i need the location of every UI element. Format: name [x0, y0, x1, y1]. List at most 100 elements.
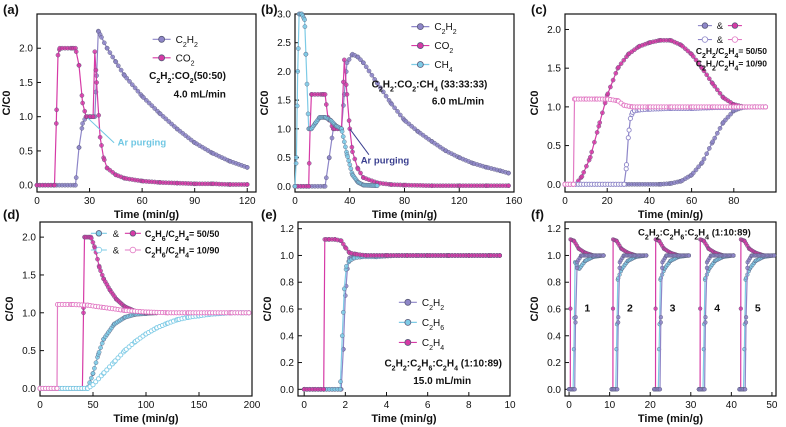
data-point [340, 241, 346, 247]
data-point [322, 92, 328, 97]
legend: C2H2 CO2 CH4 [411, 22, 457, 74]
data-point [107, 50, 113, 55]
x-tick-label: 40 [344, 196, 356, 207]
x-tick-label: 80 [399, 196, 411, 207]
x-tick-label: 200 [244, 400, 261, 411]
ratio-label: C2H2/C2H4= 50/50 [696, 46, 767, 60]
data-point [102, 157, 107, 163]
flow-label: 6.0 mL/min [432, 97, 484, 108]
x-tick-label: 60 [137, 196, 149, 207]
data-point [98, 345, 103, 351]
data-point [621, 57, 627, 63]
legend-label: CH4 [434, 60, 452, 74]
data-point [244, 182, 250, 187]
data-point [52, 182, 57, 188]
data-point [389, 101, 395, 107]
data-point [339, 333, 345, 339]
y-tick-label: 0.5 [277, 153, 291, 164]
condition-label: C2H2:CO2:CH4 (33:33:33) [372, 79, 488, 93]
legend-label: C2H6 [422, 318, 444, 332]
y-tick-label: 2.0 [22, 233, 36, 244]
data-point [97, 134, 103, 140]
data-point [693, 167, 699, 173]
x-tick-label: 90 [189, 196, 201, 207]
data-point [616, 64, 621, 70]
y-tick-label: 2.0 [277, 67, 291, 78]
data-point [350, 149, 355, 155]
x-tick-label: 0 [34, 196, 40, 207]
data-point [710, 139, 716, 144]
data-point [616, 320, 621, 325]
data-point [116, 63, 121, 69]
data-point [745, 265, 750, 270]
data-point [355, 166, 361, 172]
ratio-label: C2H2/C2H4= 10/90 [696, 59, 767, 73]
data-point [95, 256, 100, 262]
data-point [589, 149, 595, 155]
data-point [592, 139, 597, 145]
data-point [657, 387, 663, 392]
data-point [743, 315, 749, 320]
data-point [246, 310, 252, 316]
data-point [698, 306, 703, 311]
data-point [323, 175, 329, 181]
data-point [588, 154, 593, 160]
data-point [572, 387, 577, 392]
data-point [98, 268, 103, 274]
y-axis-label: C/C0 [1, 90, 13, 115]
data-point [96, 113, 101, 118]
data-point [341, 57, 347, 63]
data-point [594, 130, 600, 135]
data-point [132, 85, 138, 91]
data-point [54, 107, 59, 113]
legend-marker [129, 246, 137, 254]
data-point [76, 63, 82, 68]
legend-marker [95, 230, 103, 237]
annotation-text: Ar purging [361, 155, 410, 166]
condition-label: C2H2:C2H6:C2H4 (1:10:89) [638, 227, 751, 241]
data-point [90, 240, 96, 245]
condition-label: C2H2:CO2(50:50) [149, 71, 226, 85]
axes-frame [36, 13, 257, 193]
x-tick-label: 20 [645, 400, 657, 411]
x-tick-label: 2 [343, 400, 349, 411]
data-point [81, 310, 86, 316]
data-point [95, 376, 102, 382]
data-point [375, 81, 380, 86]
x-tick-label: 100 [138, 400, 155, 411]
data-point [73, 175, 79, 180]
data-point [303, 51, 309, 57]
data-point [762, 104, 769, 110]
y-tick-label: 0.8 [280, 278, 294, 289]
x-axis-label: Time (min/g) [371, 413, 437, 425]
data-point [728, 111, 734, 117]
data-point [397, 112, 403, 118]
data-point [601, 253, 606, 258]
ratio-label: C2H6/C2H4= 50/50 [145, 229, 219, 243]
data-point [102, 40, 107, 46]
y-tick-label: 0.4 [547, 331, 561, 342]
data-point [627, 115, 633, 122]
y-tick-label: 0.2 [280, 358, 294, 369]
legend-label: C2H4 [422, 338, 444, 352]
legend-marker [129, 230, 137, 237]
legend-label: C2H2 [422, 298, 444, 312]
y-tick-label: 0.2 [547, 358, 561, 369]
y-axis-label: C/C0 [529, 90, 541, 115]
data-point [363, 64, 369, 70]
x-tick-label: 0 [301, 400, 307, 411]
plot-area [301, 237, 503, 392]
series-line [37, 47, 248, 186]
data-point [94, 80, 99, 85]
data-point [99, 143, 104, 148]
data-point [618, 61, 624, 67]
data-point [701, 68, 707, 74]
data-point [348, 166, 354, 171]
x-tick-label: 0 [566, 400, 572, 411]
data-point [302, 24, 308, 29]
data-point [378, 85, 383, 90]
data-point [693, 57, 699, 63]
y-axis-label: C/C0 [262, 296, 274, 321]
data-point [731, 253, 736, 258]
x-tick-label: 40 [726, 400, 738, 411]
